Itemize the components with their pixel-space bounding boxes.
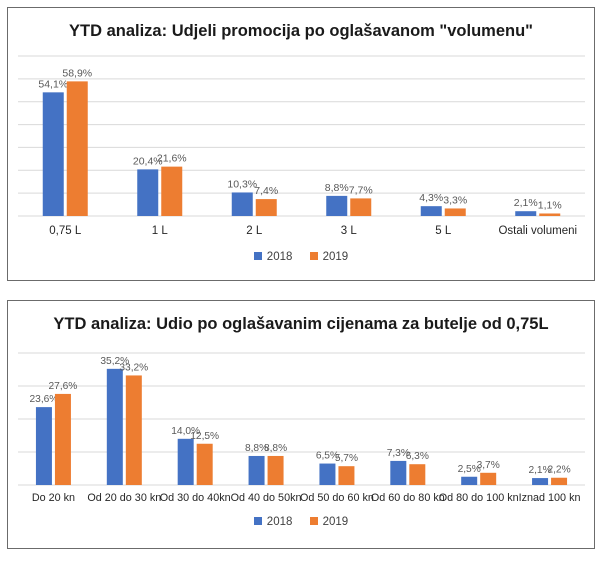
data-label-2019: 27,6% [48, 381, 77, 392]
data-label-2018: 23,6% [29, 394, 58, 405]
bar-2018 [137, 169, 159, 216]
bar-2019 [66, 81, 88, 216]
data-label-2018: 7,3% [387, 448, 410, 459]
data-label-2018: 2,1% [514, 197, 538, 209]
chart-price-legend: 2018 2019 [8, 516, 594, 528]
data-label-2018: 20,4% [133, 155, 163, 167]
chart-price-plot: 23,6% 27,6% Do 20 kn 35,2%33,2% Od 20 do 30 … [18, 352, 585, 504]
data-label-2019: 58,9% [62, 67, 92, 79]
data-label-2018: 14,0% [171, 426, 200, 437]
bar-2018 [248, 455, 265, 485]
category-label: Od 20 do 30 kn [87, 492, 161, 504]
bar-2018 [35, 407, 52, 485]
legend-swatch-2018 [253, 252, 262, 260]
category-label: Od 80 do 100 kn [439, 492, 519, 504]
chart-volume-panel: YTD analiza: Udjeli promocija po oglašav… [7, 7, 595, 281]
data-label-2019: 6,3% [406, 451, 429, 462]
data-label-2019: 21,6% [157, 153, 187, 165]
bar-2018 [515, 211, 537, 216]
data-label-2019: 1,1% [538, 199, 562, 211]
data-label-2019: 33,2% [119, 362, 148, 373]
category-label: 0,75 L [49, 225, 82, 237]
chart-volume-legend: 2018 2019 [8, 251, 594, 263]
legend-swatch-2019 [309, 517, 318, 525]
category-label: 1 L [152, 225, 169, 237]
bar-2018 [106, 368, 123, 485]
category-label: 5 L [435, 225, 452, 237]
bar-2019 [350, 198, 372, 216]
legend-swatch-2019 [309, 252, 318, 260]
data-label-2019: 5,7% [335, 453, 358, 464]
data-label-2018: 2,1% [528, 465, 551, 476]
bar-2019 [267, 455, 284, 485]
category-label: Od 40 do 50kn [231, 492, 302, 504]
legend-label-2019: 2019 [322, 251, 349, 263]
chart-volume-title: YTD analiza: Udjeli promocija po oglašav… [69, 22, 533, 40]
category-label: Od 50 do 60 kn [300, 492, 374, 504]
bar-2019 [255, 199, 277, 216]
legend-item-2019: 2019 [309, 516, 349, 528]
legend-item-2019: 2019 [309, 251, 349, 263]
data-label-2019: 3,3% [443, 194, 467, 206]
data-label-2019: 7,7% [349, 184, 373, 196]
bar-2018 [461, 476, 478, 485]
legend-swatch-2018 [253, 517, 262, 525]
data-label-2018: 8,8% [325, 182, 349, 194]
chart-volume-plot: 54,1%58,9% 0,75 L 20,4%21,6% 1 L 10,3%7,4% 2 … [18, 55, 585, 237]
bar-2018 [42, 92, 64, 216]
category-label: 2 L [246, 225, 263, 237]
bar-2019 [444, 208, 466, 216]
category-label: Ostali volumeni [498, 225, 577, 237]
bar-2018 [326, 195, 348, 216]
category-label: Od 60 do 80 kn [371, 492, 445, 504]
data-label-2019: 8,8% [264, 443, 287, 454]
bar-2018 [231, 192, 253, 216]
chart-price-panel: YTD analiza: Udio po oglašavanim cijenam… [7, 300, 595, 549]
legend-label-2018: 2018 [266, 516, 293, 528]
data-label-2018: 10,3% [227, 178, 257, 190]
data-label-2018: 54,1% [38, 78, 68, 90]
data-label-2018: 35,2% [100, 356, 129, 367]
bar-2018 [420, 206, 442, 216]
bar-2019 [125, 375, 142, 485]
bar-2019 [480, 472, 497, 485]
category-label: Do 20 kn [32, 492, 75, 504]
bar-2019 [196, 443, 213, 485]
category-label: Od 30 do 40kn [160, 492, 231, 504]
bar-2019 [409, 464, 426, 485]
bar-2019 [161, 166, 183, 216]
data-label-2019: 2,2% [547, 465, 570, 476]
bar-2019 [338, 466, 355, 485]
bar-2018 [390, 460, 407, 485]
data-label-2018: 8,8% [245, 443, 268, 454]
legend-item-2018: 2018 [253, 516, 293, 528]
data-label-2018: 4,3% [419, 192, 443, 204]
chart-price-title: YTD analiza: Udio po oglašavanim cijenam… [53, 315, 549, 333]
legend-label-2019: 2019 [322, 516, 349, 528]
bar-2018 [532, 478, 549, 485]
data-label-2018: 2,5% [458, 464, 481, 475]
bar-2019 [551, 477, 568, 485]
bar-2018 [319, 463, 336, 485]
data-label-2019: 12,5% [190, 431, 219, 442]
category-label: 3 L [341, 225, 358, 237]
data-label-2019: 7,4% [254, 185, 278, 197]
category-label: Iznad 100 kn [519, 492, 581, 504]
data-label-2018: 6,5% [316, 451, 339, 462]
bar-2019 [54, 393, 71, 485]
legend-label-2018: 2018 [266, 251, 293, 263]
legend-item-2018: 2018 [253, 251, 293, 263]
data-label-2019: 3,7% [477, 460, 500, 471]
bar-2018 [177, 438, 194, 485]
bar-2019 [539, 213, 561, 216]
